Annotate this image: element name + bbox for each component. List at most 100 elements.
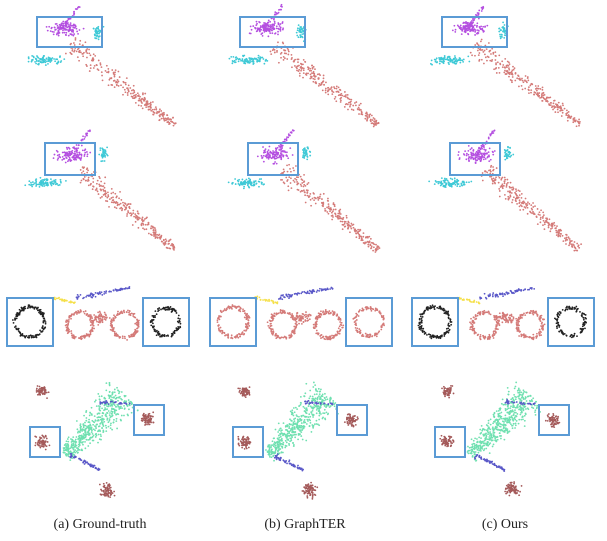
point	[153, 316, 155, 318]
point	[115, 81, 117, 83]
point	[245, 317, 247, 319]
point	[268, 454, 270, 456]
point	[101, 66, 103, 68]
point	[325, 312, 327, 314]
point	[169, 308, 171, 310]
point	[143, 220, 145, 222]
point	[295, 165, 297, 167]
point	[288, 443, 290, 445]
point	[85, 410, 87, 412]
point	[125, 400, 127, 402]
point	[252, 25, 254, 27]
point	[82, 170, 84, 172]
point	[79, 40, 81, 42]
point	[101, 415, 103, 417]
point	[314, 75, 316, 77]
point	[329, 210, 331, 212]
point	[355, 327, 357, 329]
point	[304, 319, 306, 321]
point	[96, 188, 98, 190]
point	[300, 435, 302, 437]
point	[136, 319, 138, 321]
point	[287, 425, 289, 427]
point	[155, 108, 157, 110]
point	[84, 336, 86, 338]
point	[67, 160, 69, 162]
point	[281, 52, 283, 54]
point	[279, 433, 281, 435]
point	[239, 336, 241, 338]
point	[145, 106, 147, 108]
point	[292, 154, 294, 156]
point	[119, 76, 121, 78]
point	[111, 413, 113, 415]
point	[317, 290, 319, 292]
point	[105, 425, 107, 427]
point	[300, 184, 302, 186]
point	[80, 157, 82, 159]
point	[318, 415, 320, 417]
point	[105, 319, 107, 321]
point	[356, 328, 358, 330]
point	[120, 402, 122, 404]
point	[30, 184, 32, 186]
point	[288, 335, 290, 337]
point	[301, 323, 303, 325]
point	[40, 441, 42, 443]
point	[319, 411, 321, 413]
point	[320, 334, 322, 336]
point	[277, 154, 279, 156]
point	[98, 193, 100, 195]
point	[89, 152, 91, 154]
point	[101, 294, 103, 296]
point	[306, 155, 308, 157]
point	[127, 309, 129, 311]
point	[65, 449, 67, 451]
point	[358, 234, 360, 236]
point	[279, 9, 281, 11]
point	[320, 310, 322, 312]
point	[39, 186, 41, 188]
point	[39, 58, 41, 60]
point	[122, 86, 124, 88]
point	[116, 84, 118, 86]
point	[62, 152, 64, 154]
point	[72, 337, 74, 339]
point	[53, 31, 55, 33]
point	[316, 407, 318, 409]
point	[116, 428, 118, 430]
point	[144, 228, 146, 230]
point	[83, 155, 85, 157]
point	[301, 416, 303, 418]
point	[115, 69, 117, 71]
point	[65, 34, 67, 36]
point	[277, 41, 279, 43]
point	[164, 120, 166, 122]
point	[87, 179, 89, 181]
point	[344, 223, 346, 225]
point	[72, 147, 74, 149]
point	[324, 418, 326, 420]
point	[338, 316, 340, 318]
point	[332, 400, 334, 402]
point	[94, 425, 96, 427]
point	[248, 316, 250, 318]
point	[42, 440, 44, 442]
point	[234, 60, 236, 62]
point	[257, 57, 259, 59]
point	[286, 136, 288, 138]
point	[54, 154, 56, 156]
point	[107, 421, 109, 423]
point	[284, 50, 286, 52]
point	[94, 33, 96, 35]
point	[153, 235, 155, 237]
point	[302, 439, 304, 441]
point	[344, 95, 346, 97]
point	[290, 182, 292, 184]
point	[268, 30, 270, 32]
point	[124, 336, 126, 338]
point	[111, 69, 113, 71]
point	[87, 445, 89, 447]
point	[110, 424, 112, 426]
point	[104, 152, 106, 154]
